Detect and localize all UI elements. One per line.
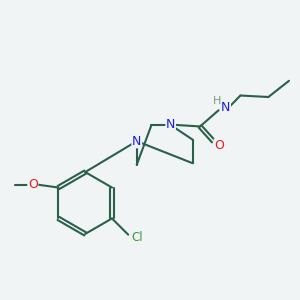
Text: O: O: [214, 139, 224, 152]
Text: N: N: [166, 118, 175, 131]
Text: H: H: [213, 96, 221, 106]
Text: O: O: [28, 178, 38, 191]
Text: Cl: Cl: [131, 231, 143, 244]
Text: N: N: [221, 101, 230, 114]
Text: N: N: [132, 135, 141, 148]
